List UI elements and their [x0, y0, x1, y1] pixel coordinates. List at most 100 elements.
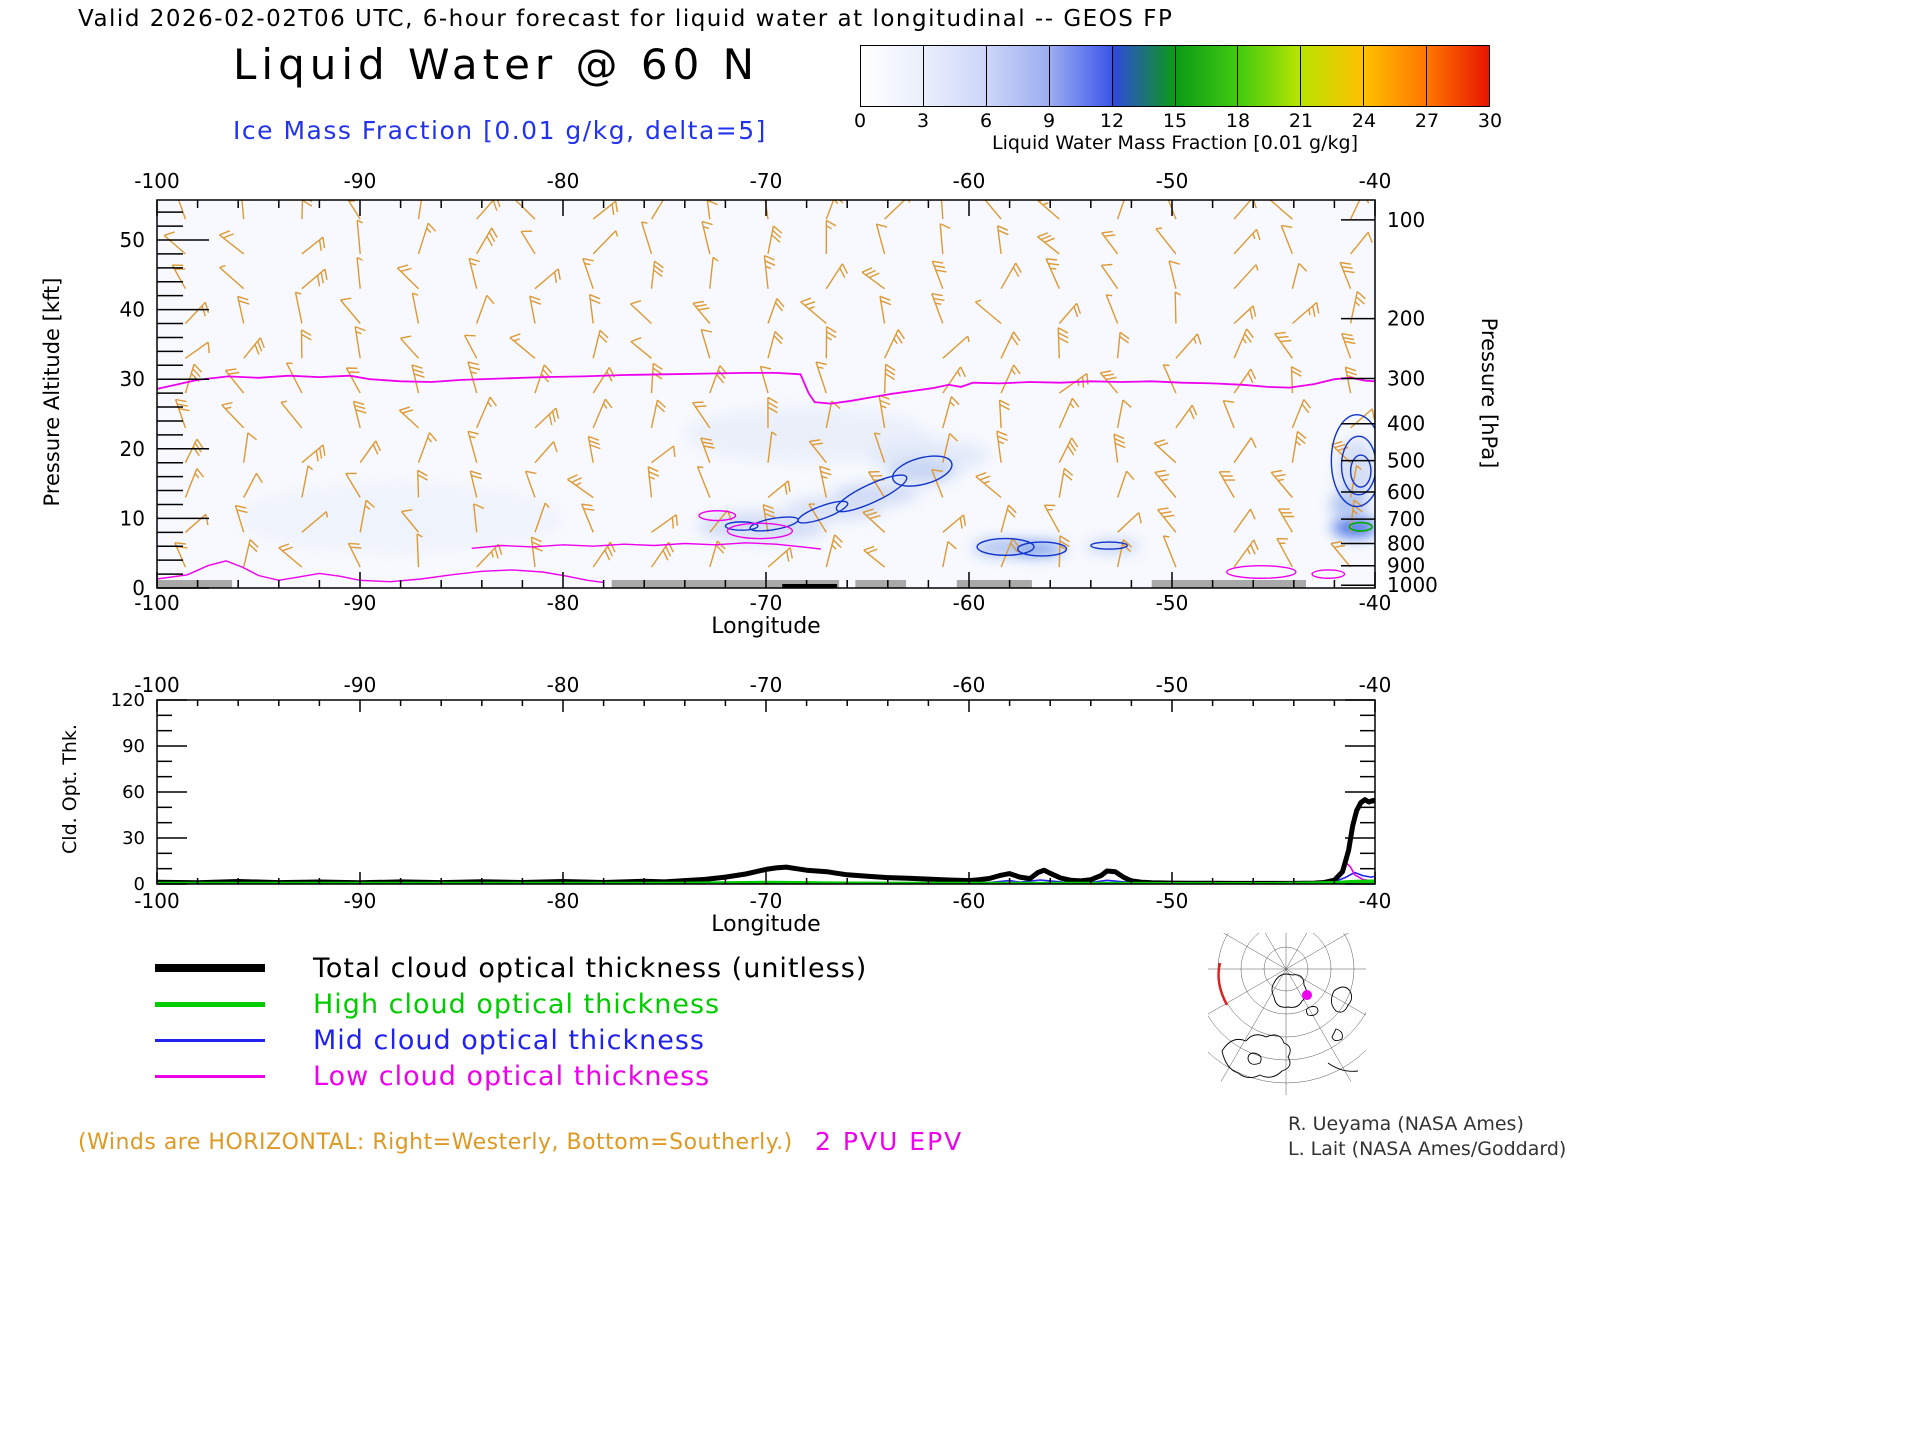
- svg-text:-90: -90: [344, 673, 377, 697]
- ice-contour: [1017, 541, 1068, 557]
- svg-text:20: 20: [120, 437, 145, 461]
- ice-contour: [1340, 435, 1375, 496]
- colorbar-segment: [1175, 46, 1239, 106]
- colorbar-tick-label: 6: [979, 110, 993, 132]
- legend-line-high: [155, 1001, 265, 1007]
- svg-text:-70: -70: [750, 169, 783, 193]
- svg-text:-100: -100: [134, 169, 179, 193]
- low-cloud-contour: [157, 560, 604, 584]
- liquid-water-shading: [887, 458, 957, 484]
- svg-text:-90: -90: [344, 889, 377, 913]
- svg-text:200: 200: [1387, 307, 1425, 331]
- winds-note: (Winds are HORIZONTAL: Right=Westerly, B…: [78, 1130, 793, 1155]
- svg-text:-70: -70: [750, 591, 783, 615]
- ice-contour: [891, 455, 953, 487]
- colorbar-tick-label: 0: [853, 110, 867, 132]
- svg-text:800: 800: [1387, 531, 1425, 555]
- colorbar-segment: [1049, 46, 1113, 106]
- svg-text:-90: -90: [344, 591, 377, 615]
- legend-label-high: High cloud optical thickness: [313, 988, 721, 1020]
- svg-text:-40: -40: [1359, 673, 1392, 697]
- legend-row-low: Low cloud optical thickness: [155, 1058, 867, 1094]
- svg-text:-70: -70: [750, 889, 783, 913]
- svg-text:10: 10: [120, 506, 145, 530]
- colorbar-tick-labels: 0 3 6 9 12 15 18 21 24 27 30: [854, 107, 1502, 132]
- svg-text:900: 900: [1387, 554, 1425, 578]
- svg-text:-50: -50: [1156, 673, 1189, 697]
- svg-text:-40: -40: [1359, 591, 1392, 615]
- colorbar-segment: [861, 46, 924, 106]
- ice-contour: [1090, 541, 1129, 550]
- colorbar-tick-label: 30: [1477, 110, 1503, 132]
- colorbar-tick-label: 3: [916, 110, 930, 132]
- svg-text:-100: -100: [134, 673, 179, 697]
- svg-text:-60: -60: [953, 673, 986, 697]
- terrain-bar: [956, 580, 1032, 588]
- legend-row-high: High cloud optical thickness: [155, 986, 867, 1022]
- svg-text:-60: -60: [953, 591, 986, 615]
- wind-barbs: [163, 200, 1375, 568]
- svg-text:-80: -80: [547, 889, 580, 913]
- legend-line-low: [155, 1074, 265, 1078]
- liquid-water-shading: [1332, 517, 1375, 538]
- svg-text:60: 60: [122, 782, 145, 803]
- colorbar-segment: [1112, 46, 1176, 106]
- svg-text:400: 400: [1387, 412, 1425, 436]
- series-total: [157, 797, 1375, 884]
- inset-map: [1208, 933, 1366, 1095]
- lower-axes: [156, 699, 1376, 885]
- liquid-water-shading: [684, 407, 929, 463]
- page-title: Liquid Water @ 60 N: [233, 40, 760, 89]
- x-axis-label-longitude-lower: Longitude: [711, 912, 821, 937]
- colorbar-tick-label: 9: [1042, 110, 1056, 132]
- main-cross-section: -100 -100 -90 -90 -80 -80 -70 -70 -60 -60 -50 -50 -4…: [120, 169, 1438, 615]
- low-cloud-contour-closed: [698, 510, 737, 522]
- svg-text:300: 300: [1387, 367, 1425, 391]
- svg-text:-90: -90: [344, 169, 377, 193]
- svg-text:-70: -70: [750, 673, 783, 697]
- map-landmass: [1221, 973, 1359, 1078]
- svg-text:30: 30: [122, 828, 145, 849]
- colorbar-segment: [1427, 46, 1490, 106]
- map-location-marker: [1302, 990, 1312, 1000]
- colorbar-tick-label: 12: [1099, 110, 1125, 132]
- colorbar-segment: [1364, 46, 1428, 106]
- colorbar-tick-label: 27: [1414, 110, 1440, 132]
- svg-text:-60: -60: [953, 889, 986, 913]
- svg-text:30: 30: [120, 367, 145, 391]
- optical-thickness-panel: -100 -100 -90 -90 -80 -80 -70 -70 -60 -60 -50 -50 -4…: [111, 673, 1392, 913]
- svg-text:0: 0: [134, 874, 145, 895]
- svg-text:90: 90: [122, 736, 145, 757]
- low-cloud-contour-closed: [726, 522, 794, 540]
- credit-line-1: R. Ueyama (NASA Ames): [1288, 1113, 1524, 1135]
- colorbar-tick-label: 15: [1162, 110, 1188, 132]
- valid-timestamp: Valid 2026-02-02T06 UTC, 6-hour forecast…: [78, 6, 1174, 32]
- low-cloud-contour-closed: [1311, 569, 1346, 579]
- svg-text:100: 100: [1387, 208, 1425, 232]
- ice-contour: [1330, 414, 1375, 508]
- svg-text:120: 120: [111, 690, 145, 711]
- svg-text:-100: -100: [134, 591, 179, 615]
- terrain-bar: [1151, 580, 1306, 588]
- liquid-water-shading: [238, 483, 563, 554]
- colorbar-segment: [986, 46, 1050, 106]
- svg-text:-80: -80: [547, 591, 580, 615]
- svg-text:-50: -50: [1156, 169, 1189, 193]
- terrain-bar-dark: [782, 584, 838, 588]
- colorbar-tick-label: 18: [1225, 110, 1251, 132]
- legend-label-total: Total cloud optical thickness (unitless): [313, 952, 868, 984]
- epv-note: 2 PVU EPV: [815, 1127, 964, 1156]
- map-latitude-60-highlight: [1217, 962, 1229, 1006]
- legend-row-mid: Mid cloud optical thickness: [155, 1022, 867, 1058]
- colorbar-tick-label: 21: [1288, 110, 1314, 132]
- legend-row-total: Total cloud optical thickness (unitless): [155, 950, 867, 986]
- terrain-bar: [157, 580, 233, 588]
- y-axis-label-cloud-optical-thickness: Cld. Opt. Thk.: [59, 724, 81, 854]
- svg-text:-60: -60: [953, 169, 986, 193]
- svg-text:50: 50: [120, 228, 145, 252]
- legend: Total cloud optical thickness (unitless)…: [155, 950, 867, 1094]
- svg-text:40: 40: [120, 298, 145, 322]
- ice-contour-high: [1348, 521, 1373, 532]
- colorbar-caption: Liquid Water Mass Fraction [0.01 g/kg]: [991, 132, 1358, 154]
